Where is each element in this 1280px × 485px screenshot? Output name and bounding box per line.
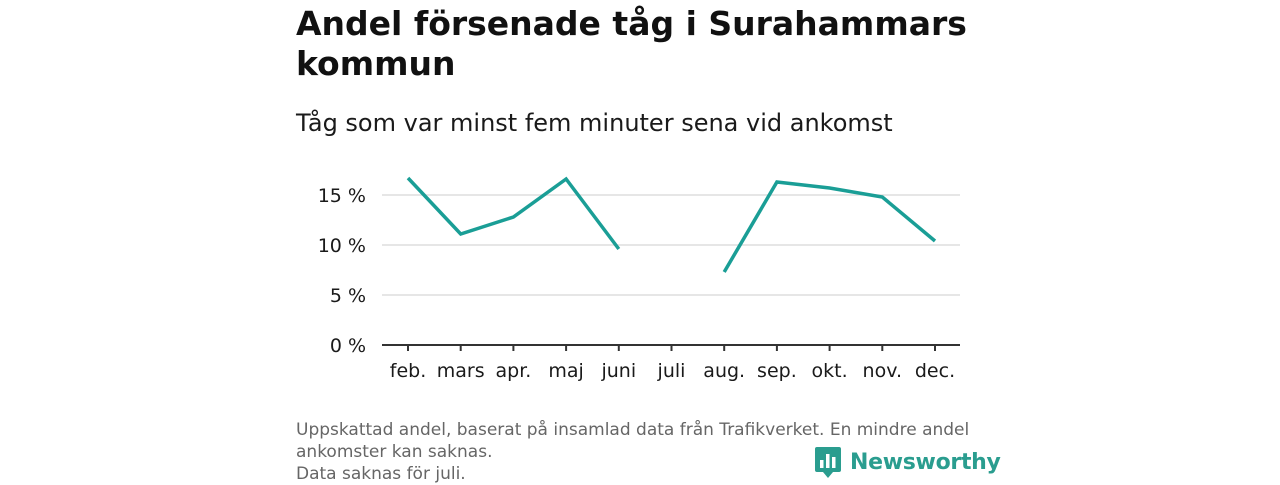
x-tick-label: mars bbox=[437, 360, 485, 382]
newsworthy-logo: Newsworthy bbox=[814, 444, 1001, 480]
footer-note: Uppskattad andel, baserat på insamlad da… bbox=[296, 419, 986, 485]
footer-note-line: ankomster kan saknas. bbox=[296, 442, 493, 462]
x-tick-label: maj bbox=[548, 360, 583, 382]
x-tick-label: aug. bbox=[703, 360, 745, 382]
brand-name: Newsworthy bbox=[850, 449, 1001, 475]
x-tick-label: sep. bbox=[757, 360, 797, 382]
chart-title: Andel försenade tåg i Surahammars kommun bbox=[296, 4, 967, 83]
x-axis: feb. mars apr. maj juni juli aug. sep. okt. nov. d… bbox=[382, 344, 960, 382]
x-tick-label: okt. bbox=[812, 360, 848, 382]
y-tick-label: 0 % bbox=[330, 335, 366, 357]
gridlines bbox=[382, 194, 960, 296]
bar-chart-icon bbox=[815, 447, 841, 478]
y-axis-tick-labels: 0 % 5 % 10 % 15 % bbox=[318, 185, 366, 357]
x-tick-label: feb. bbox=[390, 360, 426, 382]
x-tick-label: nov. bbox=[863, 360, 902, 382]
y-tick-label: 15 % bbox=[318, 185, 366, 207]
series-lines bbox=[406, 176, 937, 273]
x-tick-label: juli bbox=[657, 360, 686, 382]
x-tick-label: apr. bbox=[495, 360, 531, 382]
y-tick-label: 10 % bbox=[318, 235, 366, 257]
footer-note-line: Uppskattad andel, baserat på insamlad da… bbox=[296, 420, 970, 440]
chart-subtitle: Tåg som var minst fem minuter sena vid a… bbox=[296, 109, 893, 137]
series-line bbox=[722, 180, 937, 273]
line-chart: 0 % 5 % 10 % 15 % feb. mars apr. maj juni juli au… bbox=[318, 176, 960, 382]
series-line bbox=[406, 176, 621, 251]
y-tick-label: 5 % bbox=[330, 285, 366, 307]
x-tick-label: dec. bbox=[915, 360, 955, 382]
footer-note-line: Data saknas för juli. bbox=[296, 464, 466, 484]
x-tick-label: juni bbox=[600, 360, 636, 382]
